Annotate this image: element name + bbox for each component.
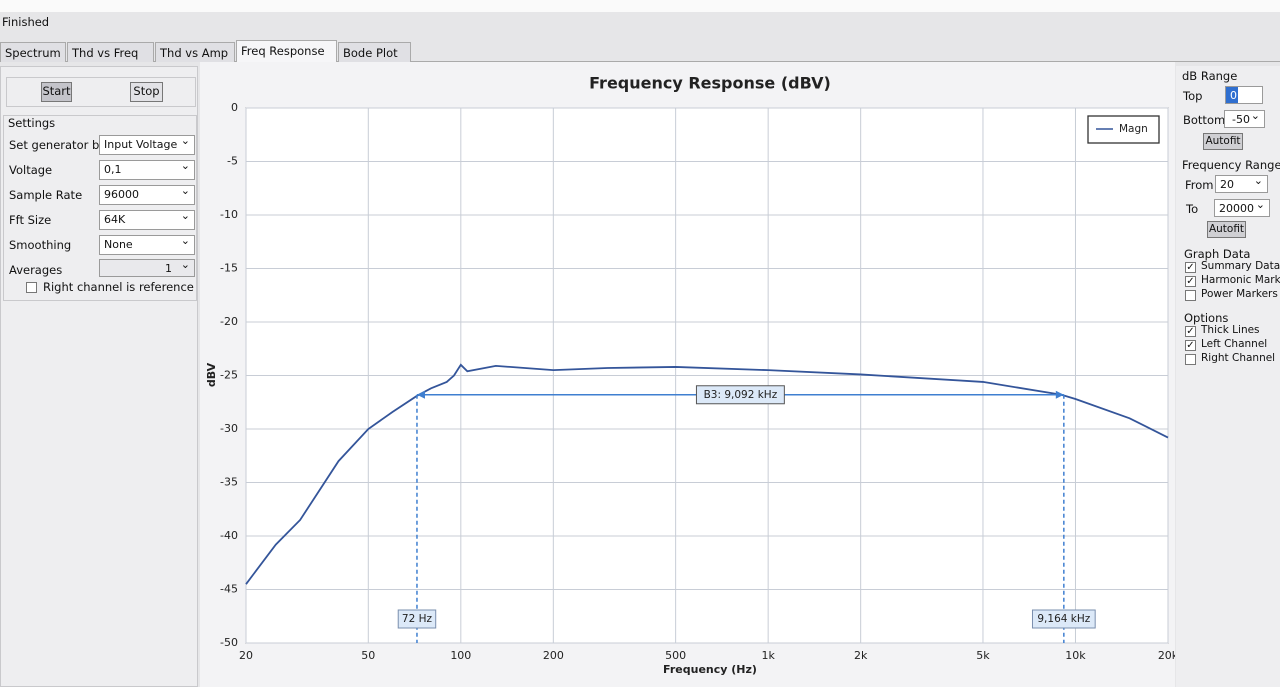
y-tick-label: -30: [220, 422, 238, 435]
settings-group: [3, 115, 197, 301]
group-title: Settings: [8, 116, 56, 130]
dropdown[interactable]: Input Voltage: [99, 134, 195, 155]
group-title: Graph Data: [1184, 247, 1251, 261]
group-title: dB Range: [1182, 69, 1238, 83]
spin-box[interactable]: 1: [99, 258, 195, 277]
field-label: Averages: [9, 263, 63, 277]
y-tick-label: 0: [231, 101, 238, 114]
field-label: Fft Size: [9, 213, 52, 227]
field-label: From: [1185, 178, 1214, 192]
x-tick-label: 50: [361, 649, 375, 662]
tab[interactable]: Thd vs Freq: [67, 42, 154, 62]
x-tick-label: 10k: [1065, 649, 1086, 662]
x-tick-label: 5k: [976, 649, 990, 662]
title-bar: [0, 0, 1280, 12]
x-tick-label: 2k: [854, 649, 868, 662]
group-title: Frequency Range: [1182, 158, 1280, 172]
checkbox-label: Right Channel: [1201, 352, 1276, 364]
y-tick-label: -40: [220, 529, 238, 542]
chart-title: Frequency Response (dBV): [589, 74, 831, 93]
x-tick-label: 500: [665, 649, 686, 662]
dropdown[interactable]: -50: [1224, 109, 1265, 128]
checkbox[interactable]: ✓: [1185, 262, 1196, 273]
y-tick-label: -10: [220, 208, 238, 221]
checkbox[interactable]: ✓: [1185, 326, 1196, 337]
group-title: Options: [1184, 311, 1229, 325]
dropdown[interactable]: 64K: [99, 209, 195, 230]
dropdown[interactable]: 20000: [1214, 198, 1270, 217]
field-label: Top: [1183, 89, 1203, 103]
checkbox[interactable]: [26, 282, 37, 293]
checkbox[interactable]: ✓: [1185, 340, 1196, 351]
marker-label-box: [1031, 609, 1096, 629]
chart: Frequency Response (dBV) Frequency (Hz) …: [200, 62, 1175, 687]
marker-label: 9,164 kHz: [1037, 613, 1090, 625]
dropdown[interactable]: None: [99, 234, 195, 255]
marker-label-box: [397, 609, 437, 629]
field-label: Bottom: [1183, 113, 1226, 127]
bandwidth-label: B3: 9,092 kHz: [704, 389, 778, 401]
field-label: Sample Rate: [9, 188, 83, 202]
button[interactable]: Start: [41, 82, 72, 102]
button-group: [6, 77, 196, 107]
y-tick-label: -50: [220, 636, 238, 649]
tab[interactable]: Bode Plot: [338, 42, 411, 62]
field-label: To: [1186, 202, 1199, 216]
field-label: Voltage: [9, 163, 53, 177]
dropdown[interactable]: 20: [1215, 174, 1268, 193]
x-tick-label: 200: [543, 649, 564, 662]
y-tick-label: -35: [220, 476, 238, 489]
field-label: Smoothing: [9, 238, 72, 252]
x-axis-label: Frequency (Hz): [663, 663, 757, 676]
tab[interactable]: Spectrum: [0, 42, 66, 62]
checkbox-label: Harmonic Markers: [1201, 274, 1280, 286]
left-panel: Start Stop Settings Set generator by Input V…: [0, 66, 198, 687]
legend-label: Magn: [1119, 123, 1148, 135]
x-tick-label: 100: [450, 649, 471, 662]
y-tick-label: -5: [227, 155, 238, 168]
checkbox[interactable]: ✓: [1185, 276, 1196, 287]
checkbox[interactable]: [1185, 354, 1196, 365]
tab-bar: Spectrum Thd vs Freq Thd vs Amp Freq Respon…: [0, 40, 1280, 62]
checkbox-label: Left Channel: [1201, 338, 1268, 350]
y-axis-label: dBV: [205, 362, 218, 387]
status: Finished: [2, 15, 50, 29]
tab[interactable]: Thd vs Amp: [155, 42, 235, 62]
checkbox[interactable]: [1185, 290, 1196, 301]
bandwidth-label-box: [695, 385, 785, 405]
y-tick-label: -25: [220, 369, 238, 382]
dropdown[interactable]: 96000: [99, 184, 195, 205]
checkbox-label: Right channel is reference: [43, 280, 194, 294]
tab[interactable]: Freq Response: [236, 40, 337, 62]
checkbox-label: Summary Data: [1201, 260, 1280, 272]
right-panel: dB Range Top 0 Bottom-50 Autofit Frequency Ra…: [1176, 66, 1280, 687]
y-tick-label: -45: [220, 583, 238, 596]
checkbox-label: Power Markers: [1201, 288, 1278, 300]
dropdown[interactable]: 0,1: [99, 159, 195, 180]
line: [245, 363, 1169, 585]
dropdown[interactable]: 0: [1225, 85, 1263, 104]
marker-label: 72 Hz: [402, 613, 433, 625]
x-tick-label: 1k: [761, 649, 775, 662]
x-tick-label: 20: [239, 649, 253, 662]
button[interactable]: Stop: [130, 82, 163, 102]
button[interactable]: Autofit: [1203, 133, 1243, 150]
y-tick-label: -20: [220, 315, 238, 328]
checkbox-label: Thick Lines: [1201, 324, 1260, 336]
button[interactable]: Autofit: [1207, 221, 1246, 238]
field-label: Set generator by: [9, 138, 107, 152]
x-tick-label: 20k: [1158, 649, 1175, 662]
y-tick-label: -15: [220, 262, 238, 275]
